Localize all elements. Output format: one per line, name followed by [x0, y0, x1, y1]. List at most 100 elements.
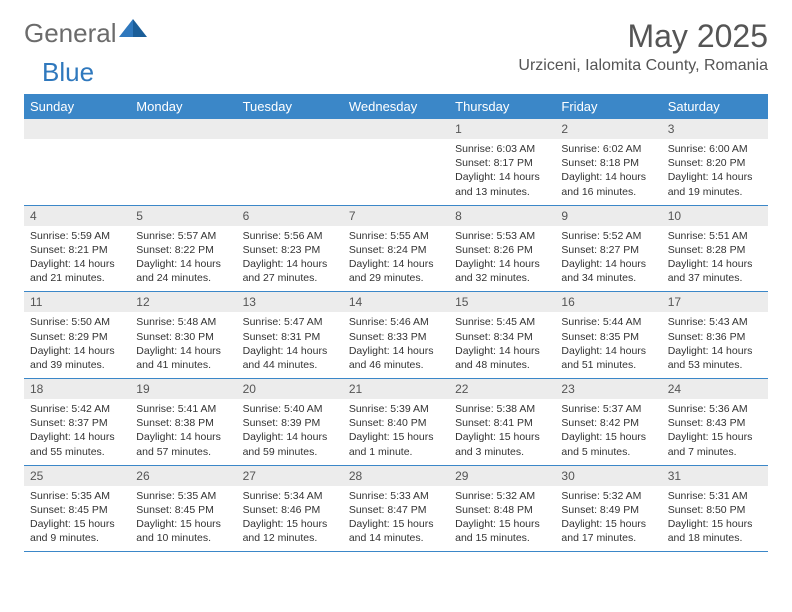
- calendar-day-cell: 26Sunrise: 5:35 AMSunset: 8:45 PMDayligh…: [130, 465, 236, 552]
- day-details: Sunrise: 5:35 AMSunset: 8:45 PMDaylight:…: [24, 486, 130, 552]
- day-details: Sunrise: 5:40 AMSunset: 8:39 PMDaylight:…: [237, 399, 343, 465]
- day-number: 9: [555, 206, 661, 226]
- day-details: [237, 139, 343, 195]
- day-number: 20: [237, 379, 343, 399]
- calendar-day-cell: 23Sunrise: 5:37 AMSunset: 8:42 PMDayligh…: [555, 379, 661, 466]
- day-number: 12: [130, 292, 236, 312]
- calendar-empty-cell: [130, 119, 236, 205]
- calendar-day-cell: 4Sunrise: 5:59 AMSunset: 8:21 PMDaylight…: [24, 205, 130, 292]
- calendar-day-cell: 30Sunrise: 5:32 AMSunset: 8:49 PMDayligh…: [555, 465, 661, 552]
- day-details: [343, 139, 449, 195]
- calendar-day-cell: 19Sunrise: 5:41 AMSunset: 8:38 PMDayligh…: [130, 379, 236, 466]
- day-number: 30: [555, 466, 661, 486]
- calendar-day-cell: 21Sunrise: 5:39 AMSunset: 8:40 PMDayligh…: [343, 379, 449, 466]
- day-details: Sunrise: 5:42 AMSunset: 8:37 PMDaylight:…: [24, 399, 130, 465]
- day-details: Sunrise: 5:43 AMSunset: 8:36 PMDaylight:…: [662, 312, 768, 378]
- day-details: Sunrise: 5:34 AMSunset: 8:46 PMDaylight:…: [237, 486, 343, 552]
- calendar-day-cell: 5Sunrise: 5:57 AMSunset: 8:22 PMDaylight…: [130, 205, 236, 292]
- day-number: 11: [24, 292, 130, 312]
- day-details: Sunrise: 5:59 AMSunset: 8:21 PMDaylight:…: [24, 226, 130, 292]
- calendar-empty-cell: [237, 119, 343, 205]
- calendar-day-cell: 11Sunrise: 5:50 AMSunset: 8:29 PMDayligh…: [24, 292, 130, 379]
- day-number: 2: [555, 119, 661, 139]
- day-number: 22: [449, 379, 555, 399]
- day-number: 6: [237, 206, 343, 226]
- day-number: 28: [343, 466, 449, 486]
- calendar-day-cell: 17Sunrise: 5:43 AMSunset: 8:36 PMDayligh…: [662, 292, 768, 379]
- day-number: [237, 119, 343, 139]
- title-block: May 2025 Urziceni, Ialomita County, Roma…: [518, 18, 768, 75]
- calendar-day-cell: 12Sunrise: 5:48 AMSunset: 8:30 PMDayligh…: [130, 292, 236, 379]
- day-details: Sunrise: 5:41 AMSunset: 8:38 PMDaylight:…: [130, 399, 236, 465]
- day-details: Sunrise: 5:46 AMSunset: 8:33 PMDaylight:…: [343, 312, 449, 378]
- weekday-header: Wednesday: [343, 94, 449, 119]
- weekday-header: Friday: [555, 94, 661, 119]
- day-details: Sunrise: 5:32 AMSunset: 8:48 PMDaylight:…: [449, 486, 555, 552]
- calendar-day-cell: 1Sunrise: 6:03 AMSunset: 8:17 PMDaylight…: [449, 119, 555, 205]
- day-details: Sunrise: 6:00 AMSunset: 8:20 PMDaylight:…: [662, 139, 768, 205]
- calendar-day-cell: 20Sunrise: 5:40 AMSunset: 8:39 PMDayligh…: [237, 379, 343, 466]
- calendar-body: 1Sunrise: 6:03 AMSunset: 8:17 PMDaylight…: [24, 119, 768, 552]
- day-number: 21: [343, 379, 449, 399]
- day-details: Sunrise: 5:52 AMSunset: 8:27 PMDaylight:…: [555, 226, 661, 292]
- day-number: 1: [449, 119, 555, 139]
- logo-triangle-icon: [119, 17, 149, 39]
- day-number: 16: [555, 292, 661, 312]
- calendar-day-cell: 27Sunrise: 5:34 AMSunset: 8:46 PMDayligh…: [237, 465, 343, 552]
- calendar-empty-cell: [24, 119, 130, 205]
- calendar-day-cell: 15Sunrise: 5:45 AMSunset: 8:34 PMDayligh…: [449, 292, 555, 379]
- day-number: 15: [449, 292, 555, 312]
- day-details: Sunrise: 5:51 AMSunset: 8:28 PMDaylight:…: [662, 226, 768, 292]
- day-number: 10: [662, 206, 768, 226]
- day-details: Sunrise: 5:50 AMSunset: 8:29 PMDaylight:…: [24, 312, 130, 378]
- calendar-day-cell: 10Sunrise: 5:51 AMSunset: 8:28 PMDayligh…: [662, 205, 768, 292]
- day-details: Sunrise: 5:32 AMSunset: 8:49 PMDaylight:…: [555, 486, 661, 552]
- calendar-row: 18Sunrise: 5:42 AMSunset: 8:37 PMDayligh…: [24, 379, 768, 466]
- calendar-day-cell: 31Sunrise: 5:31 AMSunset: 8:50 PMDayligh…: [662, 465, 768, 552]
- calendar-day-cell: 9Sunrise: 5:52 AMSunset: 8:27 PMDaylight…: [555, 205, 661, 292]
- day-details: Sunrise: 5:56 AMSunset: 8:23 PMDaylight:…: [237, 226, 343, 292]
- calendar-day-cell: 29Sunrise: 5:32 AMSunset: 8:48 PMDayligh…: [449, 465, 555, 552]
- location-label: Urziceni, Ialomita County, Romania: [518, 57, 768, 75]
- day-details: [24, 139, 130, 195]
- calendar-row: 25Sunrise: 5:35 AMSunset: 8:45 PMDayligh…: [24, 465, 768, 552]
- day-number: 3: [662, 119, 768, 139]
- day-details: Sunrise: 5:55 AMSunset: 8:24 PMDaylight:…: [343, 226, 449, 292]
- day-details: Sunrise: 5:57 AMSunset: 8:22 PMDaylight:…: [130, 226, 236, 292]
- calendar-day-cell: 7Sunrise: 5:55 AMSunset: 8:24 PMDaylight…: [343, 205, 449, 292]
- day-details: Sunrise: 5:45 AMSunset: 8:34 PMDaylight:…: [449, 312, 555, 378]
- day-number: 24: [662, 379, 768, 399]
- calendar-table: SundayMondayTuesdayWednesdayThursdayFrid…: [24, 94, 768, 552]
- day-number: [24, 119, 130, 139]
- calendar-day-cell: 6Sunrise: 5:56 AMSunset: 8:23 PMDaylight…: [237, 205, 343, 292]
- day-details: Sunrise: 5:31 AMSunset: 8:50 PMDaylight:…: [662, 486, 768, 552]
- day-details: Sunrise: 5:35 AMSunset: 8:45 PMDaylight:…: [130, 486, 236, 552]
- day-number: 7: [343, 206, 449, 226]
- day-details: Sunrise: 5:33 AMSunset: 8:47 PMDaylight:…: [343, 486, 449, 552]
- day-details: Sunrise: 5:48 AMSunset: 8:30 PMDaylight:…: [130, 312, 236, 378]
- day-number: 18: [24, 379, 130, 399]
- day-number: 8: [449, 206, 555, 226]
- day-details: Sunrise: 5:38 AMSunset: 8:41 PMDaylight:…: [449, 399, 555, 465]
- weekday-header: Thursday: [449, 94, 555, 119]
- calendar-day-cell: 25Sunrise: 5:35 AMSunset: 8:45 PMDayligh…: [24, 465, 130, 552]
- day-details: Sunrise: 5:39 AMSunset: 8:40 PMDaylight:…: [343, 399, 449, 465]
- day-number: [343, 119, 449, 139]
- calendar-day-cell: 16Sunrise: 5:44 AMSunset: 8:35 PMDayligh…: [555, 292, 661, 379]
- day-number: 31: [662, 466, 768, 486]
- calendar-empty-cell: [343, 119, 449, 205]
- calendar-row: 4Sunrise: 5:59 AMSunset: 8:21 PMDaylight…: [24, 205, 768, 292]
- day-number: 5: [130, 206, 236, 226]
- day-number: 17: [662, 292, 768, 312]
- day-details: Sunrise: 6:03 AMSunset: 8:17 PMDaylight:…: [449, 139, 555, 205]
- calendar-row: 1Sunrise: 6:03 AMSunset: 8:17 PMDaylight…: [24, 119, 768, 205]
- weekday-header: Tuesday: [237, 94, 343, 119]
- logo-text-blue: Blue: [42, 57, 94, 88]
- calendar-day-cell: 13Sunrise: 5:47 AMSunset: 8:31 PMDayligh…: [237, 292, 343, 379]
- calendar-day-cell: 3Sunrise: 6:00 AMSunset: 8:20 PMDaylight…: [662, 119, 768, 205]
- day-number: 14: [343, 292, 449, 312]
- weekday-header: Monday: [130, 94, 236, 119]
- calendar-day-cell: 2Sunrise: 6:02 AMSunset: 8:18 PMDaylight…: [555, 119, 661, 205]
- day-number: 25: [24, 466, 130, 486]
- day-number: 4: [24, 206, 130, 226]
